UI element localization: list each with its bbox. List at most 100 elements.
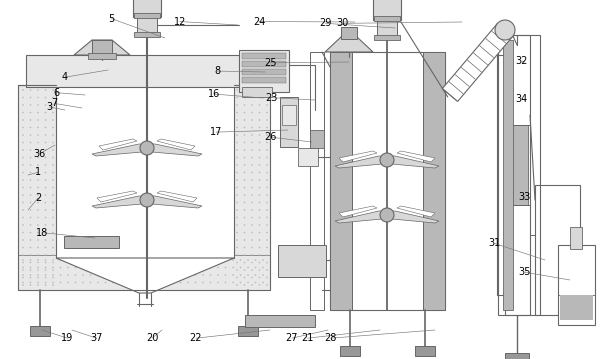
Circle shape — [266, 254, 268, 256]
Circle shape — [240, 282, 241, 283]
Circle shape — [266, 277, 268, 278]
Bar — [570, 227, 582, 249]
Circle shape — [30, 157, 31, 158]
Text: 35: 35 — [519, 267, 531, 277]
Circle shape — [195, 259, 197, 261]
Bar — [560, 295, 593, 320]
Circle shape — [251, 202, 253, 203]
Bar — [26, 55, 262, 87]
Circle shape — [82, 282, 84, 283]
Circle shape — [266, 247, 268, 248]
Circle shape — [236, 179, 238, 181]
Circle shape — [495, 20, 515, 40]
Circle shape — [225, 267, 226, 268]
Circle shape — [244, 232, 245, 233]
Circle shape — [165, 267, 166, 268]
Circle shape — [97, 282, 99, 283]
Circle shape — [52, 259, 54, 261]
Bar — [310, 52, 324, 310]
Text: 21: 21 — [302, 333, 314, 343]
Circle shape — [259, 104, 260, 106]
Circle shape — [75, 259, 77, 261]
Circle shape — [251, 119, 253, 121]
Circle shape — [195, 282, 197, 283]
Text: 12: 12 — [174, 17, 186, 27]
Circle shape — [266, 104, 268, 106]
Circle shape — [195, 267, 197, 268]
Circle shape — [244, 179, 245, 181]
Bar — [18, 255, 270, 290]
Text: 18: 18 — [36, 228, 48, 238]
Circle shape — [251, 112, 253, 113]
Circle shape — [244, 164, 245, 166]
Circle shape — [251, 232, 253, 233]
Circle shape — [22, 284, 24, 286]
Bar — [330, 52, 352, 310]
Circle shape — [30, 202, 31, 203]
Circle shape — [45, 119, 46, 121]
Polygon shape — [325, 37, 373, 52]
Circle shape — [236, 104, 238, 106]
Circle shape — [187, 274, 189, 276]
Bar — [134, 13, 160, 18]
Circle shape — [210, 282, 211, 283]
Circle shape — [37, 89, 39, 91]
Circle shape — [52, 247, 54, 248]
Circle shape — [37, 97, 39, 98]
Circle shape — [236, 247, 238, 248]
Circle shape — [30, 142, 31, 143]
Polygon shape — [74, 40, 130, 55]
Circle shape — [52, 274, 54, 276]
Circle shape — [236, 224, 238, 226]
Circle shape — [30, 284, 31, 286]
Circle shape — [22, 89, 24, 91]
Circle shape — [210, 274, 211, 276]
Circle shape — [134, 274, 136, 276]
Circle shape — [45, 164, 46, 166]
Circle shape — [180, 282, 182, 283]
Circle shape — [37, 142, 39, 143]
Circle shape — [22, 217, 24, 218]
Circle shape — [187, 282, 189, 283]
Circle shape — [52, 127, 54, 128]
Circle shape — [247, 267, 249, 268]
Circle shape — [259, 247, 260, 248]
Circle shape — [232, 282, 234, 283]
Text: 26: 26 — [264, 132, 276, 142]
Circle shape — [37, 104, 39, 106]
Circle shape — [150, 274, 151, 276]
Bar — [298, 148, 318, 166]
Circle shape — [180, 267, 182, 268]
Bar — [137, 15, 157, 35]
Circle shape — [22, 209, 24, 211]
Bar — [239, 50, 289, 92]
Circle shape — [30, 217, 31, 218]
Circle shape — [259, 97, 260, 98]
Circle shape — [30, 89, 31, 91]
Circle shape — [236, 194, 238, 196]
Circle shape — [244, 224, 245, 226]
Circle shape — [22, 157, 24, 158]
Bar — [88, 53, 116, 59]
Circle shape — [262, 282, 264, 283]
Circle shape — [75, 282, 77, 283]
Circle shape — [37, 202, 39, 203]
Circle shape — [22, 149, 24, 151]
Bar — [232, 85, 270, 290]
Circle shape — [251, 97, 253, 98]
Polygon shape — [157, 139, 195, 150]
Bar — [498, 35, 540, 315]
Circle shape — [45, 142, 46, 143]
Circle shape — [259, 142, 260, 143]
Bar — [340, 346, 360, 356]
Circle shape — [120, 274, 121, 276]
Circle shape — [259, 232, 260, 233]
Text: 32: 32 — [516, 56, 528, 66]
Circle shape — [22, 277, 24, 278]
Bar — [377, 18, 397, 38]
Circle shape — [30, 224, 31, 226]
Circle shape — [52, 194, 54, 196]
Circle shape — [259, 119, 260, 121]
Circle shape — [172, 274, 174, 276]
Circle shape — [52, 284, 54, 286]
